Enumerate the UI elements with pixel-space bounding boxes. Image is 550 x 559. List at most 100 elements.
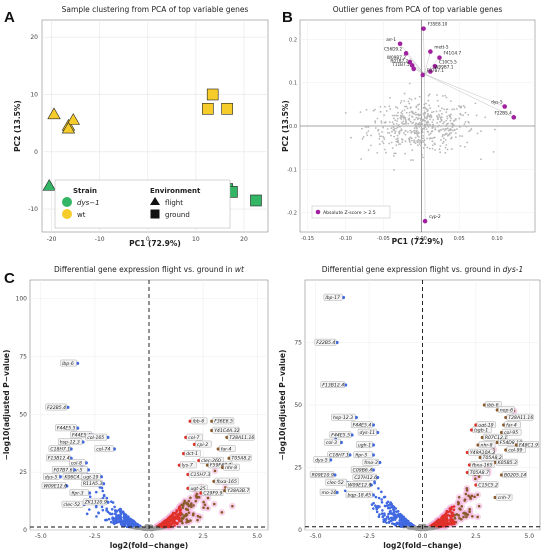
background-gene-point xyxy=(391,121,394,124)
background-gene-point xyxy=(424,123,427,126)
gene-label: F07B7.6 xyxy=(54,467,73,473)
gene-point xyxy=(452,508,456,512)
background-gene-point xyxy=(403,122,406,125)
background-gene-point xyxy=(386,131,389,134)
background-gene-point xyxy=(422,156,424,159)
gene-label-box xyxy=(309,471,335,478)
gene-label-box xyxy=(506,413,534,421)
gene-point xyxy=(164,519,168,523)
data-point-square xyxy=(250,194,262,207)
outlier-point xyxy=(397,41,403,47)
gene-label-box xyxy=(82,498,108,506)
gene-label-box xyxy=(495,458,518,466)
background-gene-point xyxy=(393,129,396,132)
gene-point xyxy=(187,511,191,514)
y-tick-label: -10 xyxy=(28,206,38,213)
background-gene-point xyxy=(419,113,422,116)
gene-point xyxy=(380,498,383,501)
background-gene-point xyxy=(409,120,412,123)
background-gene-point xyxy=(445,128,448,130)
gene-point xyxy=(413,526,416,530)
chart-title-text: Differential gene expression flight vs. … xyxy=(322,265,503,274)
gene-point xyxy=(110,512,114,516)
background-gene-point xyxy=(419,123,422,126)
labeled-gene-point xyxy=(69,447,73,451)
outlier-leader-line xyxy=(424,73,514,118)
gene-label: W09E12.6 xyxy=(43,484,67,490)
gene-point xyxy=(406,520,410,524)
legend-env-triangle xyxy=(150,197,160,205)
gene-label: ugt-19 xyxy=(83,474,98,480)
gene-label: F13B12.4 xyxy=(48,456,70,462)
gene-point xyxy=(166,524,170,528)
gene-point xyxy=(180,503,183,507)
background-gene-point xyxy=(446,127,449,130)
gene-point xyxy=(169,522,172,526)
y-tick-label: 0.2 xyxy=(289,37,297,43)
background-gene-point xyxy=(464,121,467,123)
background-gene-point xyxy=(416,144,419,147)
gene-point xyxy=(380,512,384,515)
gene-label-box xyxy=(48,445,71,452)
gene-label: lbp-6 xyxy=(62,361,74,367)
background-gene-point xyxy=(401,113,404,115)
gene-point xyxy=(195,496,199,499)
legend-env-label: ground xyxy=(165,211,190,219)
gene-point xyxy=(213,469,217,473)
gene-point xyxy=(373,481,376,485)
gene-point xyxy=(196,514,200,518)
gene-point xyxy=(113,509,117,512)
background-gene-point xyxy=(381,140,384,143)
gene-label-box xyxy=(313,456,330,463)
background-gene-point xyxy=(424,126,427,129)
background-gene-point xyxy=(396,120,399,123)
legend-env-square xyxy=(150,209,160,219)
background-gene-point xyxy=(380,135,382,138)
background-gene-point xyxy=(412,112,414,114)
x-tick-label: 0.10 xyxy=(492,236,503,242)
labeled-gene-point xyxy=(493,495,497,500)
gene-label: F22B5.4 xyxy=(47,405,66,411)
background-gene-point xyxy=(379,110,382,113)
gene-point xyxy=(180,519,184,523)
background-gene-point xyxy=(420,144,422,147)
gene-label-box xyxy=(472,426,492,433)
background-gene-point xyxy=(429,114,432,116)
labeled-gene-point xyxy=(216,447,220,451)
gene-label: far-4 xyxy=(506,423,517,429)
background-gene-point xyxy=(459,135,461,137)
background-gene-point xyxy=(395,122,398,125)
x-tick-label: -5.0 xyxy=(310,533,322,540)
gene-point xyxy=(393,513,397,516)
panel-label: C xyxy=(4,270,15,287)
gene-point xyxy=(175,521,179,525)
background-gene-point xyxy=(425,108,428,111)
gene-point xyxy=(105,507,108,510)
background-gene-point xyxy=(421,131,424,133)
background-gene-point xyxy=(378,143,381,146)
gene-label-box xyxy=(94,445,114,452)
gene-point xyxy=(477,475,481,478)
gene-label: R07C12.1 xyxy=(485,435,508,441)
gene-point xyxy=(372,501,375,505)
gene-label: ugt-19 xyxy=(478,423,493,429)
gene-label-box xyxy=(323,293,343,301)
gene-point xyxy=(115,520,119,524)
chart-title-text: Differential gene expression flight vs. … xyxy=(54,265,235,274)
background-gene-point xyxy=(438,148,441,151)
gene-point xyxy=(444,521,448,525)
background-gene-point xyxy=(466,141,469,144)
background-gene-point xyxy=(442,122,444,125)
background-gene-point xyxy=(438,124,440,127)
background-gene-point xyxy=(451,123,454,125)
labeled-gene-point xyxy=(499,473,504,477)
gene-label-box xyxy=(55,424,77,432)
background-gene-point xyxy=(405,111,408,114)
gene-label-box xyxy=(201,489,224,496)
gene-label-box xyxy=(331,413,356,421)
labeled-gene-point xyxy=(81,440,85,444)
gene-label: dys-5 xyxy=(315,458,328,464)
gene-point xyxy=(459,508,462,511)
background-gene-point xyxy=(393,135,395,138)
background-gene-point xyxy=(467,114,470,116)
